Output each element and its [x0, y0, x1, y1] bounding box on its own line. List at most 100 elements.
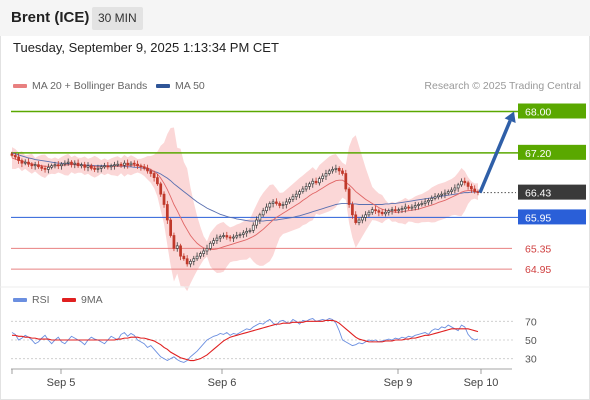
projection-arrow-shaft — [478, 120, 512, 194]
candle-body-121 — [410, 206, 414, 209]
rsi-tick-2: 30 — [525, 354, 537, 366]
bollinger-band — [12, 127, 478, 292]
ma50-swatch — [156, 84, 170, 89]
rsi-tick-1: 50 — [525, 335, 537, 347]
candle-body-137 — [463, 180, 467, 184]
candle-body-16 — [63, 162, 67, 165]
candle-body-9 — [40, 166, 44, 169]
interval-button[interactable]: 30 MIN — [92, 7, 143, 30]
legend-ma20: MA 20 + Bollinger Bands — [13, 80, 147, 92]
candle-body-122 — [413, 205, 417, 208]
candle-body-131 — [443, 192, 447, 195]
candle-body-115 — [390, 209, 394, 212]
candle-body-67 — [232, 236, 235, 239]
candle-body-52 — [182, 255, 186, 260]
candle-body-58 — [202, 250, 206, 254]
candle-body-24 — [89, 165, 93, 169]
candle-body-7 — [33, 164, 37, 167]
projection-arrow-head — [504, 111, 516, 124]
candle-body-54 — [189, 260, 192, 265]
candle-body-38 — [136, 163, 139, 167]
candle-body-32 — [116, 163, 120, 166]
candle-body-117 — [397, 209, 401, 212]
ma9-swatch — [62, 298, 76, 303]
candle-body-71 — [245, 231, 249, 234]
candle-body-107 — [364, 214, 367, 218]
candle-body-60 — [208, 242, 212, 249]
candle-body-14 — [56, 164, 60, 167]
candle-body-23 — [86, 165, 90, 168]
candle-body-45 — [159, 183, 163, 195]
level-label-5: 64.95 — [525, 264, 551, 276]
candle-body-51 — [179, 245, 182, 257]
candle-body-59 — [205, 248, 209, 252]
candle-body-70 — [241, 232, 245, 235]
candle-body-92 — [314, 180, 318, 184]
candle-body-140 — [473, 188, 477, 192]
candle-body-39 — [139, 165, 143, 168]
candle-body-98 — [334, 167, 338, 170]
candle-body-110 — [374, 209, 377, 212]
candle-body-77 — [265, 206, 268, 212]
level-tag-0 — [518, 103, 586, 119]
candle-body-136 — [460, 180, 463, 186]
candle-body-106 — [360, 217, 364, 221]
candle-body-41 — [146, 167, 149, 172]
candle-body-99 — [337, 167, 341, 172]
candle-body-116 — [394, 209, 397, 212]
candle-body-114 — [387, 210, 391, 213]
candle-body-56 — [195, 255, 199, 260]
candle-body-79 — [271, 201, 275, 204]
candle-body-57 — [199, 253, 202, 257]
candle-body-132 — [446, 191, 450, 194]
candle-body-10 — [43, 167, 47, 170]
chart-header: Brent (ICE) 30 MIN — [0, 0, 590, 36]
rsi-legend-label: RSI — [32, 294, 50, 306]
candle-body-29 — [106, 165, 110, 168]
candle-body-96 — [327, 170, 331, 174]
candle-body-46 — [162, 193, 166, 205]
level-label-0: 68.00 — [525, 107, 551, 119]
candle-body-123 — [417, 204, 420, 206]
candle-body-80 — [275, 201, 278, 204]
candle-body-118 — [400, 208, 404, 211]
legend-9ma: 9MA — [62, 294, 103, 306]
candle-body-43 — [152, 173, 156, 178]
candle-body-109 — [370, 209, 374, 213]
candle-body-0 — [10, 153, 14, 156]
candle-body-73 — [251, 224, 255, 231]
candle-body-15 — [60, 163, 63, 167]
candle-body-28 — [103, 165, 106, 168]
candle-body-95 — [324, 173, 328, 177]
ma50-line — [11, 152, 478, 222]
candle-body-90 — [308, 183, 311, 187]
candle-body-88 — [301, 188, 305, 192]
candle-body-113 — [384, 211, 387, 215]
candle-body-91 — [311, 180, 315, 185]
candle-body-11 — [46, 166, 50, 170]
candle-body-111 — [377, 210, 381, 213]
candle-body-30 — [109, 165, 113, 168]
candle-body-25 — [93, 167, 96, 170]
candle-body-86 — [294, 193, 298, 198]
candle-body-37 — [132, 162, 136, 165]
candle-body-34 — [123, 162, 126, 166]
candle-body-134 — [453, 187, 457, 191]
candle-body-89 — [304, 186, 308, 190]
candle-body-120 — [407, 206, 410, 209]
candle-body-6 — [30, 163, 34, 167]
candle-body-74 — [255, 219, 258, 226]
candle-body-100 — [341, 170, 344, 174]
rsi-ma-line — [12, 319, 479, 362]
legend-ma50: MA 50 — [156, 80, 205, 92]
candle-body-101 — [344, 173, 348, 190]
candle-body-97 — [331, 169, 334, 172]
candle-body-130 — [440, 193, 444, 196]
candle-body-129 — [436, 194, 440, 198]
x-tick-label-3: Sep 10 — [464, 377, 499, 389]
candle-body-64 — [222, 235, 225, 237]
candle-body-105 — [357, 219, 361, 223]
candle-body-17 — [66, 161, 70, 164]
candle-body-94 — [321, 175, 325, 180]
